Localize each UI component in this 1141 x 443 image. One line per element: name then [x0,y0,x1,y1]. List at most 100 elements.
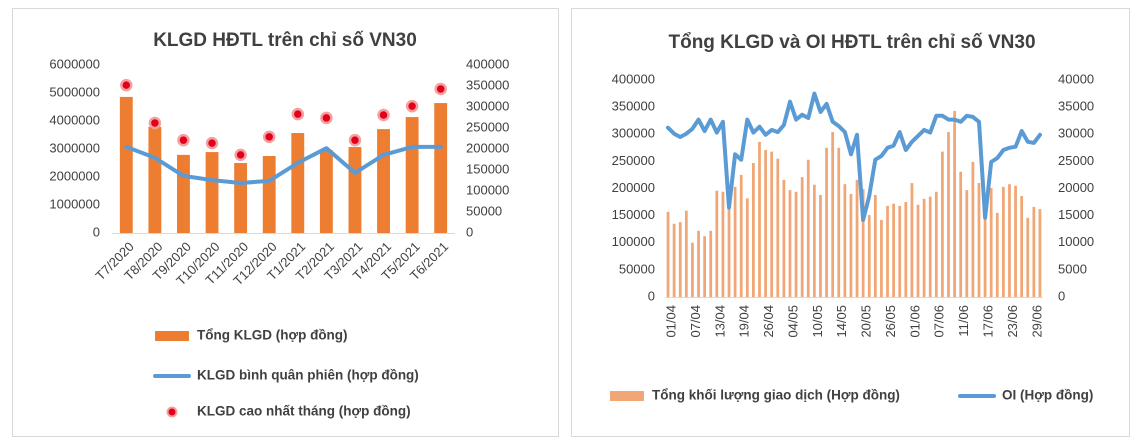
y-tick-label: 5000000 [49,84,100,99]
x-tick-label: 14/05 [834,305,849,338]
dot [320,111,333,125]
y-tick-label: 2000000 [49,168,100,183]
bar [776,158,780,297]
bar [886,205,889,297]
dot [348,133,362,147]
bar [1001,186,1005,297]
bar [234,163,248,233]
y2-tick-label: 30000 [1058,126,1094,141]
bar [910,183,914,297]
y2-tick-label: 100000 [466,182,509,197]
bar [861,189,865,297]
y-tick-label: 250000 [612,153,655,168]
legend-swatch [610,391,644,401]
x-tick-label: 19/04 [737,305,752,338]
bar [819,195,822,297]
bar [348,147,362,233]
chart-title: KLGD HĐTL trên chỉ số VN30 [153,30,417,51]
y2-tick-label: 200000 [466,140,509,155]
bar [843,184,847,297]
bar [703,236,707,297]
bar [922,198,926,297]
y2-tick-label: 350000 [466,77,509,92]
y2-tick-label: 35000 [1058,99,1094,114]
bar [733,186,737,297]
y2-tick-label: 0 [1058,288,1065,303]
y2-tick-label: 10000 [1058,234,1094,249]
dot [177,133,190,147]
dot [148,116,162,130]
bar [873,195,877,297]
bar [788,190,792,297]
line [124,144,443,185]
bar [941,151,944,297]
x-tick-label: 07/06 [932,305,947,338]
bar [806,159,810,297]
bar [1014,185,1017,297]
dot [405,99,419,113]
bar [880,219,883,297]
bar [971,161,975,297]
bar [831,132,835,297]
bar [1008,184,1011,297]
y-tick-label: 150000 [612,207,655,222]
bar [434,103,448,233]
bar [758,141,761,297]
y-tick-label: 50000 [619,261,655,276]
y-tick-label: 4000000 [49,112,100,127]
bar [959,171,963,297]
bar [377,129,390,233]
bar [205,152,219,233]
legend-swatch [155,331,189,341]
dot [262,130,276,144]
x-tick-label: 01/06 [907,305,922,338]
bar [965,190,969,297]
bar [319,150,333,233]
x-tick-label: 04/05 [785,305,800,338]
bar [666,211,670,297]
y-tick-label: 3000000 [49,140,100,155]
x-tick-label: 20/05 [859,305,874,338]
bar [855,179,859,297]
bar [177,154,190,233]
dot [434,82,447,96]
dot [291,107,305,121]
legend-swatch [166,406,178,418]
y-tick-label: 300000 [612,126,655,141]
panel [12,8,559,437]
bar [947,132,950,297]
x-tick-label: 26/05 [883,305,898,338]
y-tick-label: 1000000 [49,196,100,211]
bar [1032,206,1036,297]
bar [898,205,902,297]
bar [928,196,932,297]
legend-label: Tổng KLGD (hợp đồng) [197,328,348,343]
legend-label: Tổng khối lượng giao dịch (Hợp đồng) [652,388,900,403]
y-tick-label: 350000 [612,99,655,114]
bar [1038,209,1042,297]
y-tick-label: 0 [648,288,655,303]
dot [120,78,133,92]
bar [916,204,920,297]
y2-tick-label: 400000 [466,56,509,71]
bar [837,147,841,297]
legend-label: KLGD bình quân phiên (hợp đồng) [197,368,419,383]
bar [770,151,774,297]
y2-tick-label: 300000 [466,98,509,113]
y-tick-label: 100000 [612,234,655,249]
bar [800,177,804,297]
bar [291,133,305,233]
x-tick-label: 23/06 [1005,305,1020,338]
bar [849,193,853,297]
bar [983,215,987,297]
bar [739,174,743,297]
y2-tick-label: 40000 [1058,71,1094,86]
bar [697,230,700,297]
bar [934,191,938,297]
bar [721,191,725,297]
y2-tick-label: 25000 [1058,153,1094,168]
bar [1026,217,1030,297]
x-tick-label: 29/06 [1029,305,1044,338]
bar [678,222,682,297]
bar [752,163,755,297]
